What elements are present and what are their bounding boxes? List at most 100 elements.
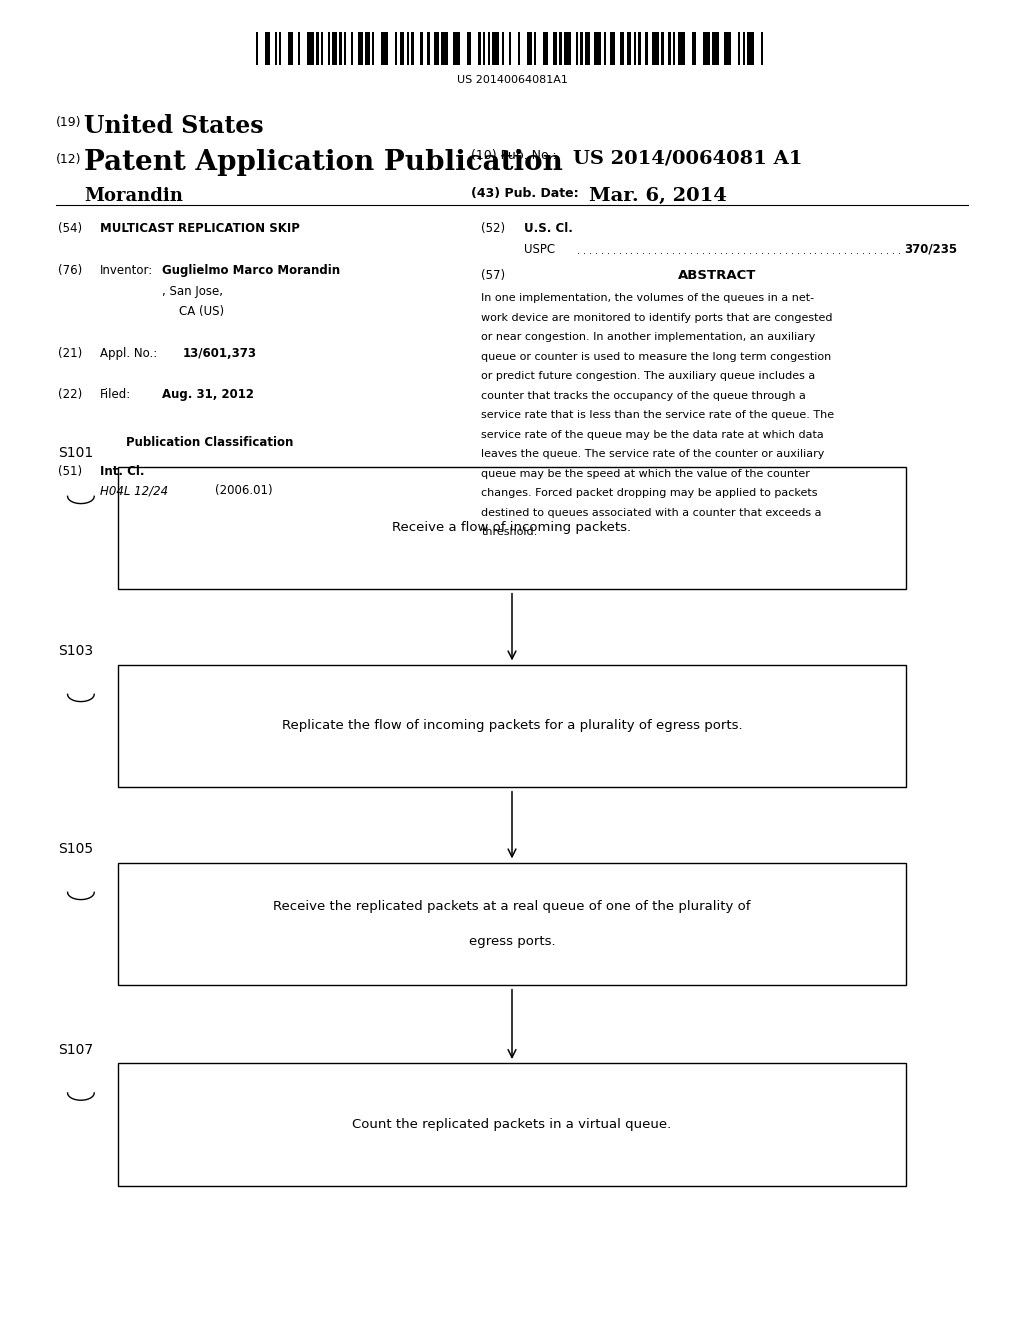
Text: .: . — [714, 246, 717, 256]
Bar — [407, 32, 409, 65]
Text: (22): (22) — [58, 388, 83, 401]
Bar — [502, 32, 504, 65]
Text: (52): (52) — [481, 222, 506, 235]
Text: .: . — [862, 246, 865, 256]
Bar — [274, 32, 276, 65]
Bar — [544, 32, 548, 65]
Bar — [678, 32, 685, 65]
Text: .: . — [833, 246, 836, 256]
Text: , San Jose,: , San Jose, — [162, 285, 223, 298]
Text: Receive the replicated packets at a real queue of one of the plurality of: Receive the replicated packets at a real… — [273, 900, 751, 913]
Text: .: . — [873, 246, 877, 256]
Text: .: . — [767, 246, 770, 256]
Text: H04L 12/24: H04L 12/24 — [100, 484, 169, 498]
Bar — [441, 32, 449, 65]
Text: .: . — [850, 246, 853, 256]
Text: Appl. No.:: Appl. No.: — [100, 347, 158, 360]
Text: .: . — [695, 246, 698, 256]
Bar — [559, 32, 562, 65]
Text: work device are monitored to identify ports that are congested: work device are monitored to identify po… — [481, 313, 833, 322]
Text: .: . — [784, 246, 787, 256]
Bar — [412, 32, 414, 65]
Text: .: . — [642, 246, 645, 256]
Text: .: . — [750, 246, 753, 256]
Text: .: . — [720, 246, 723, 256]
Text: (21): (21) — [58, 347, 83, 360]
Bar — [256, 32, 258, 65]
Bar — [603, 32, 606, 65]
Text: (2006.01): (2006.01) — [215, 484, 272, 498]
Text: Publication Classification: Publication Classification — [126, 436, 294, 449]
Bar — [575, 32, 578, 65]
Text: .: . — [601, 246, 604, 256]
Text: .: . — [684, 246, 687, 256]
Bar — [713, 32, 719, 65]
Text: 370/235: 370/235 — [904, 243, 957, 256]
Text: or predict future congestion. The auxiliary queue includes a: or predict future congestion. The auxili… — [481, 371, 815, 381]
Bar — [669, 32, 671, 65]
Bar — [298, 32, 300, 65]
Text: .: . — [761, 246, 764, 256]
Bar — [645, 32, 647, 65]
Text: .: . — [755, 246, 758, 256]
Bar — [365, 32, 370, 65]
Text: S103: S103 — [58, 644, 93, 659]
Text: S105: S105 — [58, 842, 93, 857]
Text: (51): (51) — [58, 465, 83, 478]
Text: .: . — [708, 246, 711, 256]
Text: Int. Cl.: Int. Cl. — [100, 465, 144, 478]
Bar — [748, 32, 754, 65]
Text: .: . — [892, 246, 895, 256]
Text: Inventor:: Inventor: — [100, 264, 154, 277]
Bar — [527, 32, 531, 65]
Bar — [585, 32, 590, 65]
Bar — [493, 32, 500, 65]
Text: US 20140064081A1: US 20140064081A1 — [457, 74, 567, 84]
Text: threshold.: threshold. — [481, 528, 538, 537]
Bar — [564, 32, 571, 65]
Text: .: . — [654, 246, 657, 256]
Bar — [265, 32, 270, 65]
Bar — [534, 32, 537, 65]
Bar — [395, 32, 397, 65]
Text: egress ports.: egress ports. — [469, 935, 555, 948]
FancyBboxPatch shape — [118, 863, 906, 985]
Text: .: . — [690, 246, 693, 256]
Bar — [691, 32, 696, 65]
Bar — [553, 32, 557, 65]
Bar — [316, 32, 318, 65]
FancyBboxPatch shape — [118, 1064, 906, 1185]
Text: US 2014/0064081 A1: US 2014/0064081 A1 — [573, 149, 803, 168]
Text: (10) Pub. No.:: (10) Pub. No.: — [471, 149, 557, 162]
Bar — [339, 32, 342, 65]
Bar — [399, 32, 404, 65]
Text: .: . — [583, 246, 586, 256]
Text: (76): (76) — [58, 264, 83, 277]
Text: Receive a flow of incoming packets.: Receive a flow of incoming packets. — [392, 521, 632, 535]
Text: Guglielmo Marco Morandin: Guglielmo Marco Morandin — [162, 264, 340, 277]
Bar — [427, 32, 430, 65]
Text: CA (US): CA (US) — [179, 305, 224, 318]
Bar — [673, 32, 676, 65]
Text: .: . — [791, 246, 794, 256]
Text: .: . — [779, 246, 782, 256]
Text: (43) Pub. Date:: (43) Pub. Date: — [471, 187, 579, 201]
Text: .: . — [678, 246, 681, 256]
Text: .: . — [701, 246, 705, 256]
Text: .: . — [618, 246, 622, 256]
Text: leaves the queue. The service rate of the counter or auxiliary: leaves the queue. The service rate of th… — [481, 449, 824, 459]
Text: Mar. 6, 2014: Mar. 6, 2014 — [589, 187, 727, 206]
Bar — [652, 32, 659, 65]
Text: U.S. Cl.: U.S. Cl. — [524, 222, 573, 235]
Text: .: . — [589, 246, 592, 256]
Text: queue may be the speed at which the value of the counter: queue may be the speed at which the valu… — [481, 469, 810, 479]
Bar — [344, 32, 346, 65]
Bar — [351, 32, 353, 65]
Bar — [627, 32, 632, 65]
Text: queue or counter is used to measure the long term congestion: queue or counter is used to measure the … — [481, 351, 831, 362]
Text: .: . — [725, 246, 728, 256]
Bar — [487, 32, 490, 65]
Text: .: . — [820, 246, 823, 256]
Bar — [358, 32, 362, 65]
Bar — [594, 32, 601, 65]
